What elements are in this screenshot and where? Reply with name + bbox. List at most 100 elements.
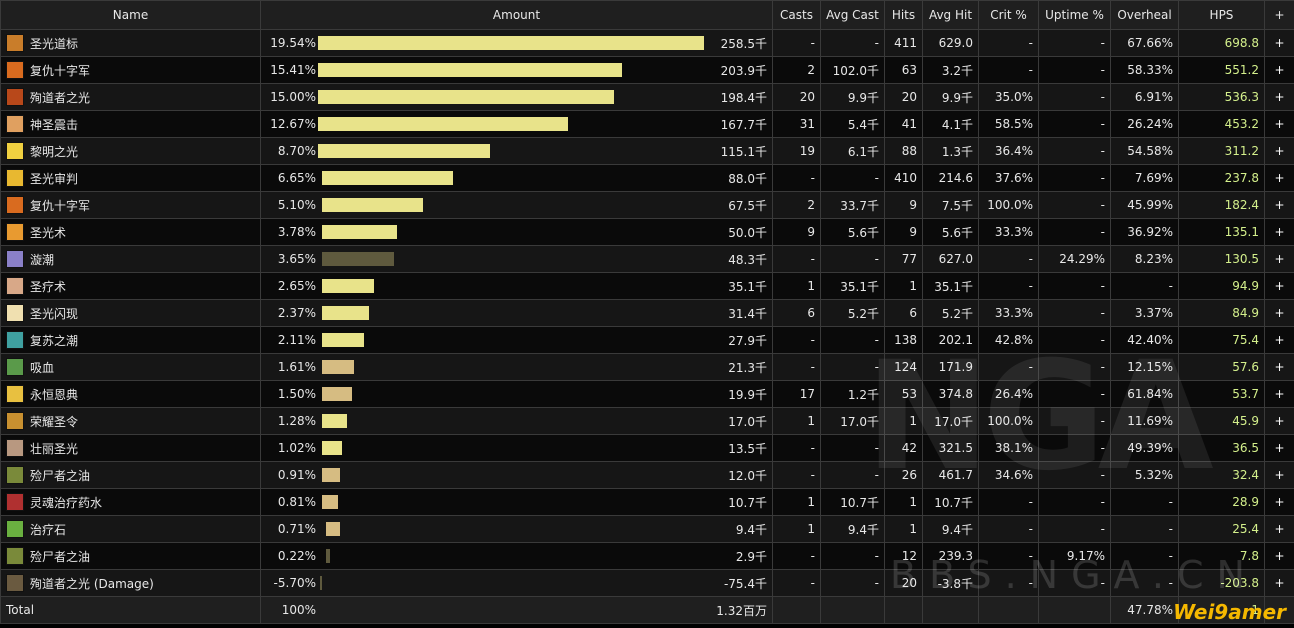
expand-button[interactable]: +: [1264, 56, 1294, 84]
table-row[interactable]: 圣疗术 2.65% 35.1千 1 35.1千 1 35.1千 - - - 94…: [0, 272, 1294, 300]
table-row[interactable]: 复仇十字军 15.41% 203.9千 2 102.0千 63 3.2千 - -…: [0, 56, 1294, 84]
spell-name[interactable]: 殓尸者之油: [30, 549, 91, 564]
expand-button[interactable]: +: [1264, 83, 1294, 111]
amount-bar: [325, 549, 718, 563]
expand-button[interactable]: +: [1264, 137, 1294, 165]
amount-bar-fill: [318, 90, 615, 104]
hps: 7.8: [1178, 542, 1265, 570]
col-hps[interactable]: HPS: [1178, 0, 1265, 30]
overheal: 58.33%: [1110, 56, 1179, 84]
avg-cast: 1.2千: [820, 380, 885, 408]
spell-name[interactable]: 圣光审判: [30, 171, 79, 186]
overheal: 61.84%: [1110, 380, 1179, 408]
col-hits[interactable]: Hits: [884, 0, 923, 30]
spell-icon: [6, 358, 24, 376]
spell-name[interactable]: 复苏之潮: [30, 333, 79, 348]
table-row[interactable]: 殉道者之光 (Damage) -5.70% -75.4千 - - 20 -3.8…: [0, 569, 1294, 597]
expand-button[interactable]: +: [1264, 515, 1294, 543]
hits: 26: [884, 461, 923, 489]
table-row[interactable]: 漩潮 3.65% 48.3千 - - 77 627.0 - 24.29% 8.2…: [0, 245, 1294, 273]
expand-button[interactable]: +: [1264, 461, 1294, 489]
uptime: -: [1038, 164, 1111, 192]
table-row[interactable]: 神圣震击 12.67% 167.7千 31 5.4千 41 4.1千 58.5%…: [0, 110, 1294, 138]
table-row[interactable]: 殓尸者之油 0.22% 2.9千 - - 12 239.3 - 9.17% - …: [0, 542, 1294, 570]
table-row[interactable]: 治疗石 0.71% 9.4千 1 9.4千 1 9.4千 - - - 25.4 …: [0, 515, 1294, 543]
casts: -: [772, 542, 821, 570]
avg-hit: 3.2千: [922, 56, 979, 84]
spell-name[interactable]: 吸血: [30, 360, 55, 375]
spell-name[interactable]: 殓尸者之油: [30, 468, 91, 483]
table-row[interactable]: 圣光闪现 2.37% 31.4千 6 5.2千 6 5.2千 33.3% - 3…: [0, 299, 1294, 327]
table-row[interactable]: 黎明之光 8.70% 115.1千 19 6.1千 88 1.3千 36.4% …: [0, 137, 1294, 165]
table-row[interactable]: 灵魂治疗药水 0.81% 10.7千 1 10.7千 1 10.7千 - - -…: [0, 488, 1294, 516]
spell-name[interactable]: 圣光术: [30, 225, 67, 240]
amount-bar: [322, 198, 714, 212]
expand-button[interactable]: +: [1264, 272, 1294, 300]
expand-button[interactable]: +: [1264, 434, 1294, 462]
spell-name[interactable]: 殉道者之光 (Damage): [30, 576, 154, 591]
expand-button[interactable]: +: [1264, 569, 1294, 597]
col-avg-cast[interactable]: Avg Cast: [820, 0, 885, 30]
col-amount[interactable]: Amount: [260, 0, 773, 30]
spell-name[interactable]: 壮丽圣光: [30, 441, 79, 456]
expand-button[interactable]: +: [1264, 488, 1294, 516]
spell-name[interactable]: 复仇十字军: [30, 63, 91, 78]
avg-hit: 374.8: [922, 380, 979, 408]
table-row[interactable]: 圣光术 3.78% 50.0千 9 5.6千 9 5.6千 33.3% - 36…: [0, 218, 1294, 246]
expand-button[interactable]: +: [1264, 407, 1294, 435]
spell-name[interactable]: 永恒恩典: [30, 387, 79, 402]
amount-pct: 15.41%: [270, 63, 316, 77]
expand-button[interactable]: +: [1264, 245, 1294, 273]
expand-button[interactable]: +: [1264, 218, 1294, 246]
table-row[interactable]: 吸血 1.61% 21.3千 - - 124 171.9 - - 12.15% …: [0, 353, 1294, 381]
casts: -: [772, 245, 821, 273]
spell-name[interactable]: 复仇十字军: [30, 198, 91, 213]
expand-button[interactable]: +: [1264, 380, 1294, 408]
amount-value: 198.4千: [720, 90, 767, 105]
overheal: 8.23%: [1110, 245, 1179, 273]
expand-button[interactable]: +: [1264, 110, 1294, 138]
hits: 9: [884, 191, 923, 219]
overheal: 42.40%: [1110, 326, 1179, 354]
amount-value: 67.5千: [728, 198, 767, 213]
table-row[interactable]: 殉道者之光 15.00% 198.4千 20 9.9千 20 9.9千 35.0…: [0, 83, 1294, 111]
spell-name[interactable]: 神圣震击: [30, 117, 79, 132]
table-row[interactable]: 圣光审判 6.65% 88.0千 - - 410 214.6 37.6% - 7…: [0, 164, 1294, 192]
expand-button[interactable]: +: [1264, 299, 1294, 327]
table-row[interactable]: 壮丽圣光 1.02% 13.5千 - - 42 321.5 38.1% - 49…: [0, 434, 1294, 462]
expand-button[interactable]: +: [1264, 353, 1294, 381]
table-row[interactable]: 殓尸者之油 0.91% 12.0千 - - 26 461.7 34.6% - 5…: [0, 461, 1294, 489]
hps: 237.8: [1178, 164, 1265, 192]
expand-button[interactable]: +: [1264, 164, 1294, 192]
spell-name[interactable]: 黎明之光: [30, 144, 79, 159]
col-overheal[interactable]: Overheal: [1110, 0, 1179, 30]
table-row[interactable]: 复仇十字军 5.10% 67.5千 2 33.7千 9 7.5千 100.0% …: [0, 191, 1294, 219]
table-row[interactable]: 圣光道标 19.54% 258.5千 - - 411 629.0 - - 67.…: [0, 29, 1294, 57]
table-row[interactable]: 永恒恩典 1.50% 19.9千 17 1.2千 53 374.8 26.4% …: [0, 380, 1294, 408]
spell-name[interactable]: 殉道者之光: [30, 90, 91, 105]
spell-name[interactable]: 圣光闪现: [30, 306, 79, 321]
spell-icon: [6, 223, 24, 241]
col-plus[interactable]: +: [1264, 0, 1294, 30]
col-name[interactable]: Name: [0, 0, 261, 30]
expand-button[interactable]: +: [1264, 29, 1294, 57]
expand-button[interactable]: +: [1264, 326, 1294, 354]
hits: 1: [884, 407, 923, 435]
spell-name[interactable]: 灵魂治疗药水: [30, 495, 103, 510]
amount-bar: [322, 171, 714, 185]
expand-button[interactable]: +: [1264, 542, 1294, 570]
col-casts[interactable]: Casts: [772, 0, 821, 30]
spell-name[interactable]: 圣光道标: [30, 36, 79, 51]
col-uptime[interactable]: Uptime %: [1038, 0, 1111, 30]
amount-bar: [325, 522, 718, 536]
expand-button[interactable]: +: [1264, 191, 1294, 219]
spell-name[interactable]: 荣耀圣令: [30, 414, 79, 429]
table-row[interactable]: 荣耀圣令 1.28% 17.0千 1 17.0千 1 17.0千 100.0% …: [0, 407, 1294, 435]
overheal: 36.92%: [1110, 218, 1179, 246]
table-row[interactable]: 复苏之潮 2.11% 27.9千 - - 138 202.1 42.8% - 4…: [0, 326, 1294, 354]
spell-name[interactable]: 治疗石: [30, 522, 67, 537]
spell-name[interactable]: 漩潮: [30, 252, 55, 267]
col-avg-hit[interactable]: Avg Hit: [922, 0, 979, 30]
spell-name[interactable]: 圣疗术: [30, 279, 67, 294]
col-crit[interactable]: Crit %: [978, 0, 1039, 30]
